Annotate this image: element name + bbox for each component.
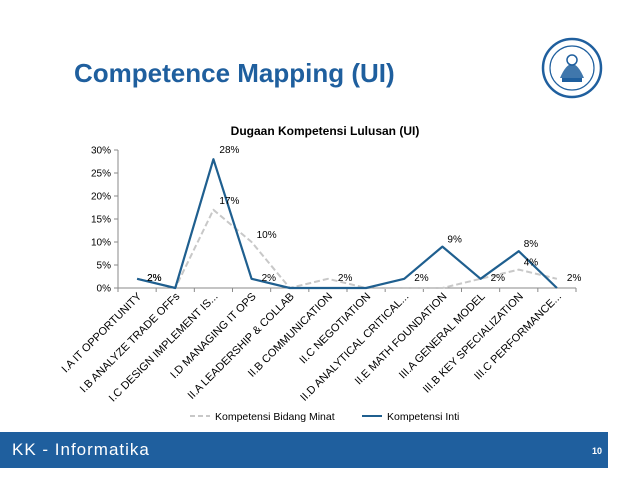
data-label: 17% (219, 196, 239, 207)
slide-title: Competence Mapping (UI) (74, 58, 395, 88)
data-label: 2% (414, 273, 429, 284)
y-tick-label: 30% (91, 146, 111, 157)
data-label: 2% (567, 273, 582, 284)
legend-label: Kompetensi Inti (387, 411, 459, 423)
series-layer (136, 158, 558, 290)
page-number: 10 (591, 446, 602, 456)
chart-title: Dugaan Kompetensi Lulusan (UI) (231, 124, 420, 138)
university-logo-icon (541, 37, 603, 99)
y-tick-label: 0% (97, 284, 112, 295)
y-axis: 0% 5% 10% 15% 20% 25% 30% (91, 146, 119, 295)
x-tick-label: II.C NEGOTIATION (297, 291, 373, 367)
y-tick-label: 5% (97, 261, 112, 272)
data-label: 28% (219, 145, 239, 156)
y-tick-label: 25% (91, 169, 111, 180)
data-label: 2% (491, 273, 506, 284)
data-label: 2% (147, 273, 162, 284)
data-label: 4% (524, 258, 539, 269)
legend: Kompetensi Bidang Minat Kompetensi Inti (190, 411, 459, 423)
series-line-kompetensi-inti (136, 158, 558, 290)
data-label: 2% (338, 273, 353, 284)
line-chart: Dugaan Kompetensi Lulusan (UI) 0% 5% 10% 15… (59, 124, 581, 423)
data-label: 9% (447, 235, 462, 246)
footer-bar: KK - Informatika 10 (0, 432, 608, 468)
data-label: 2% (147, 273, 162, 284)
data-label: 8% (524, 239, 539, 250)
legend-label: Kompetensi Bidang Minat (215, 411, 335, 423)
data-labels: 2%17%10%2%4%2%2%28%2% 2%9%2%8% (147, 145, 581, 284)
data-label: 2% (262, 273, 277, 284)
y-tick-label: 15% (91, 215, 111, 226)
series-line-bidang-minat (136, 208, 558, 289)
y-tick-label: 20% (91, 192, 111, 203)
y-tick-label: 10% (91, 238, 111, 249)
data-label: 10% (257, 230, 277, 241)
footer-text: KK - Informatika (12, 440, 150, 459)
